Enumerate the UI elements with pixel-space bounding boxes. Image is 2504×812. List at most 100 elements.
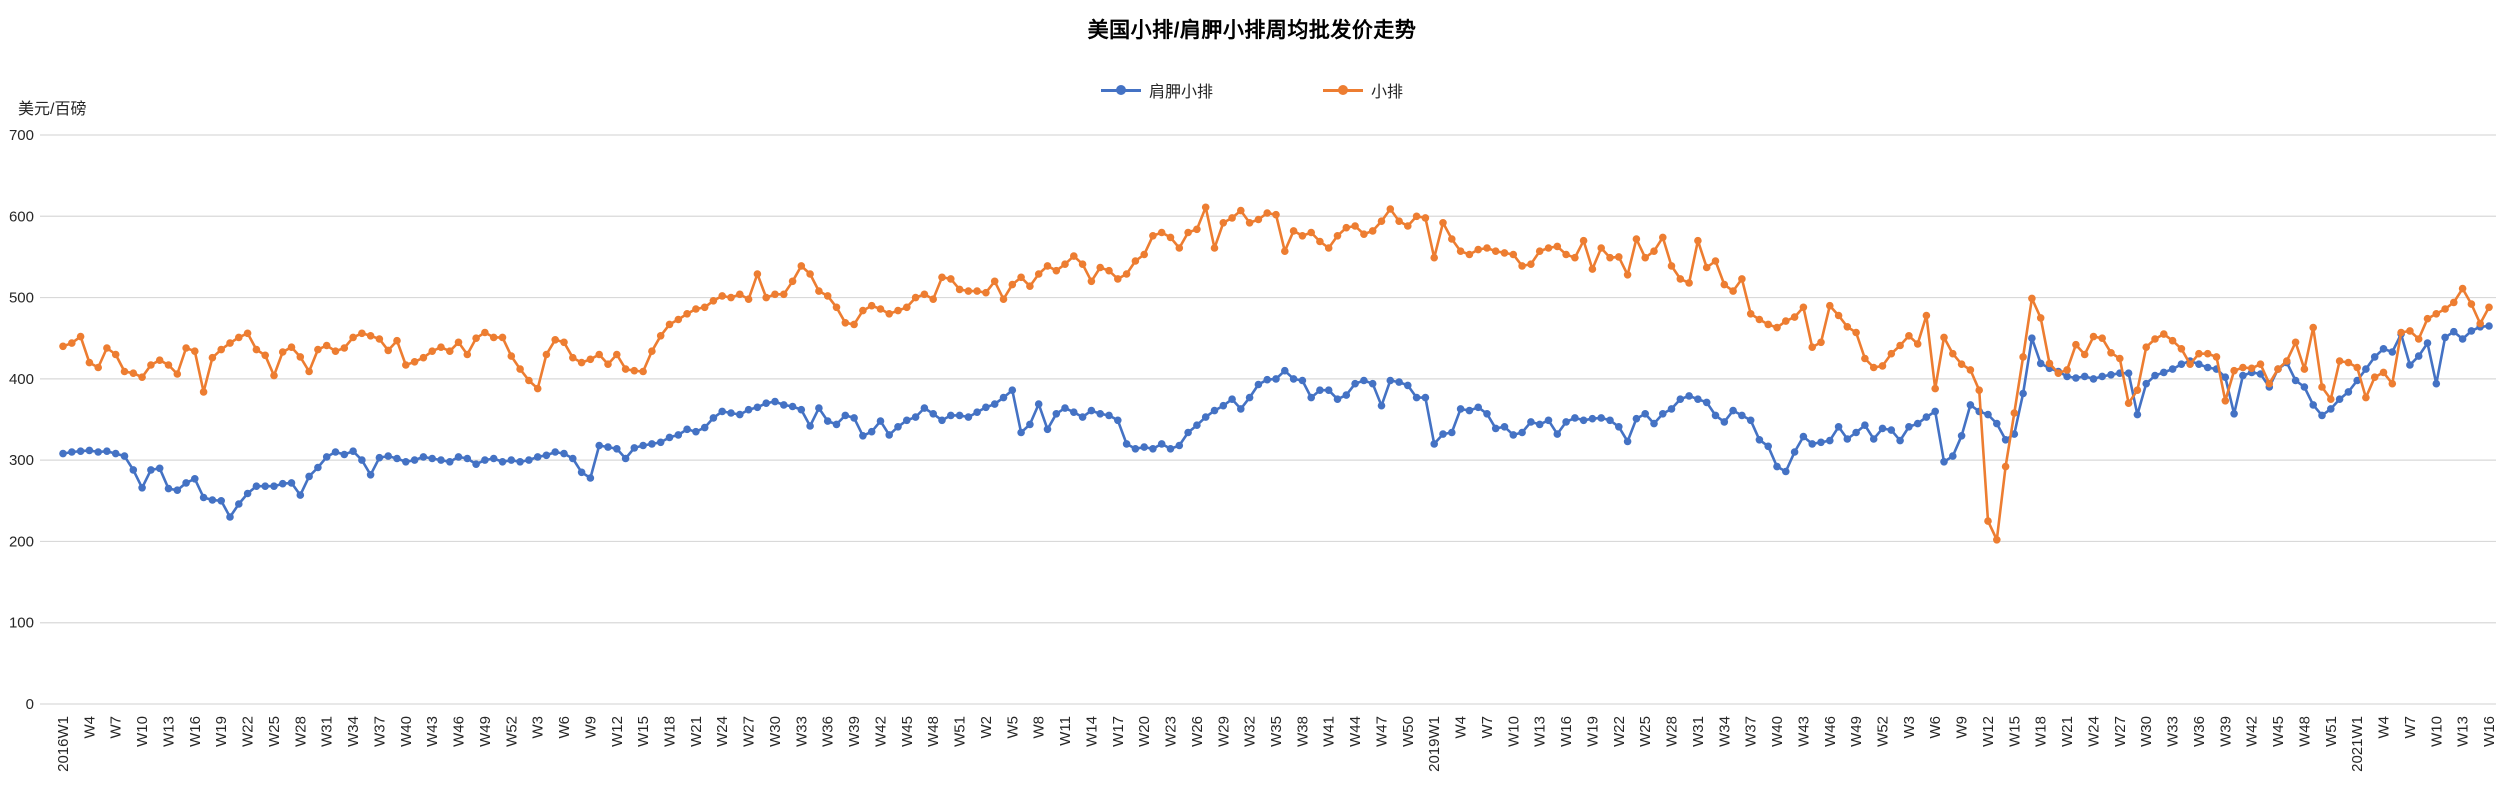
data-point — [1843, 435, 1852, 443]
data-point — [1957, 432, 1966, 440]
data-point — [1070, 408, 1078, 417]
data-point — [718, 407, 726, 416]
data-point — [832, 303, 841, 312]
x-tick-label: W23 — [1163, 716, 1180, 747]
data-point — [569, 454, 577, 463]
data-point — [639, 441, 647, 450]
data-point — [1782, 317, 1790, 325]
data-point — [472, 460, 480, 469]
data-point — [753, 403, 762, 412]
data-point — [1061, 404, 1069, 412]
data-point — [1641, 253, 1649, 262]
data-point — [1114, 416, 1122, 425]
data-point — [859, 432, 867, 440]
data-point — [1430, 440, 1438, 448]
data-point — [270, 371, 278, 380]
data-point — [1342, 223, 1351, 232]
data-point — [191, 475, 199, 483]
data-point — [2239, 363, 2247, 372]
data-point — [1615, 253, 1623, 261]
data-point — [1096, 263, 1104, 272]
data-point — [1333, 395, 1342, 404]
data-point — [665, 320, 674, 329]
data-point — [1615, 423, 1623, 431]
x-tick-label: W51 — [952, 716, 969, 747]
x-tick-label: W41 — [1321, 716, 1338, 747]
data-point — [1878, 424, 1887, 433]
data-point — [489, 333, 498, 342]
data-point — [621, 454, 630, 463]
data-point — [208, 496, 217, 504]
x-tick-label: W17 — [1110, 716, 1127, 747]
x-tick-label: W16 — [187, 716, 204, 747]
data-point — [340, 344, 349, 352]
data-point — [2036, 359, 2045, 368]
data-point — [999, 295, 1008, 304]
data-point — [1887, 349, 1896, 358]
data-point — [542, 350, 551, 359]
data-point — [1439, 430, 1447, 438]
data-point — [2001, 462, 2010, 471]
data-point — [815, 287, 823, 295]
x-tick-label: W42 — [872, 716, 889, 747]
data-point — [1034, 400, 1043, 408]
data-point — [349, 447, 357, 456]
data-point — [2212, 353, 2221, 361]
data-point — [1764, 320, 1772, 329]
data-point — [727, 293, 735, 302]
data-point — [155, 356, 164, 365]
data-point — [1289, 375, 1298, 383]
data-point — [1834, 423, 1843, 431]
data-point — [2195, 360, 2203, 369]
data-point — [358, 329, 366, 338]
data-point — [1368, 227, 1377, 235]
data-point — [1623, 437, 1632, 446]
data-point — [2089, 375, 2098, 383]
x-tick-label: W47 — [1373, 716, 1390, 747]
data-point — [446, 347, 454, 356]
x-tick-label: W25 — [266, 716, 283, 747]
legend-item-xiaopai[interactable]: 小排 — [1323, 78, 1403, 102]
data-point — [1641, 410, 1649, 418]
data-point — [226, 513, 234, 521]
data-point — [1826, 436, 1834, 445]
data-point — [1465, 406, 1474, 415]
data-point — [867, 427, 876, 436]
data-point — [771, 290, 779, 299]
data-point — [1456, 247, 1465, 255]
data-point — [560, 449, 568, 458]
data-point — [1263, 375, 1271, 384]
data-point — [1764, 442, 1772, 451]
data-point — [2458, 335, 2467, 343]
data-point — [199, 493, 208, 502]
data-point — [1289, 227, 1298, 235]
data-point — [252, 345, 261, 354]
data-point — [2177, 360, 2186, 369]
data-point — [736, 290, 744, 299]
data-point — [1324, 244, 1333, 252]
x-tick-label: W31 — [1690, 716, 1707, 747]
data-point — [929, 295, 937, 304]
data-point — [1421, 393, 1430, 402]
data-point — [1184, 428, 1192, 437]
data-point — [1535, 420, 1544, 429]
legend-item-jianjiaxiaopai[interactable]: 肩胛小排 — [1100, 78, 1213, 102]
data-point — [1509, 431, 1518, 439]
data-point — [322, 453, 331, 461]
data-point — [1702, 398, 1711, 407]
data-point — [1738, 411, 1746, 420]
data-point — [1201, 413, 1210, 421]
data-point — [911, 293, 920, 302]
x-tick-label: W4 — [81, 716, 98, 739]
data-point — [656, 438, 665, 447]
data-point — [2001, 436, 2010, 444]
data-point — [261, 351, 270, 360]
x-tick-label: W43 — [424, 716, 441, 747]
x-tick-label: W29 — [1215, 716, 1232, 747]
data-point — [692, 305, 700, 313]
data-point — [2063, 366, 2071, 374]
data-point — [278, 479, 287, 488]
data-point — [1386, 205, 1395, 213]
data-point — [1588, 265, 1597, 273]
data-point — [1984, 410, 1992, 419]
